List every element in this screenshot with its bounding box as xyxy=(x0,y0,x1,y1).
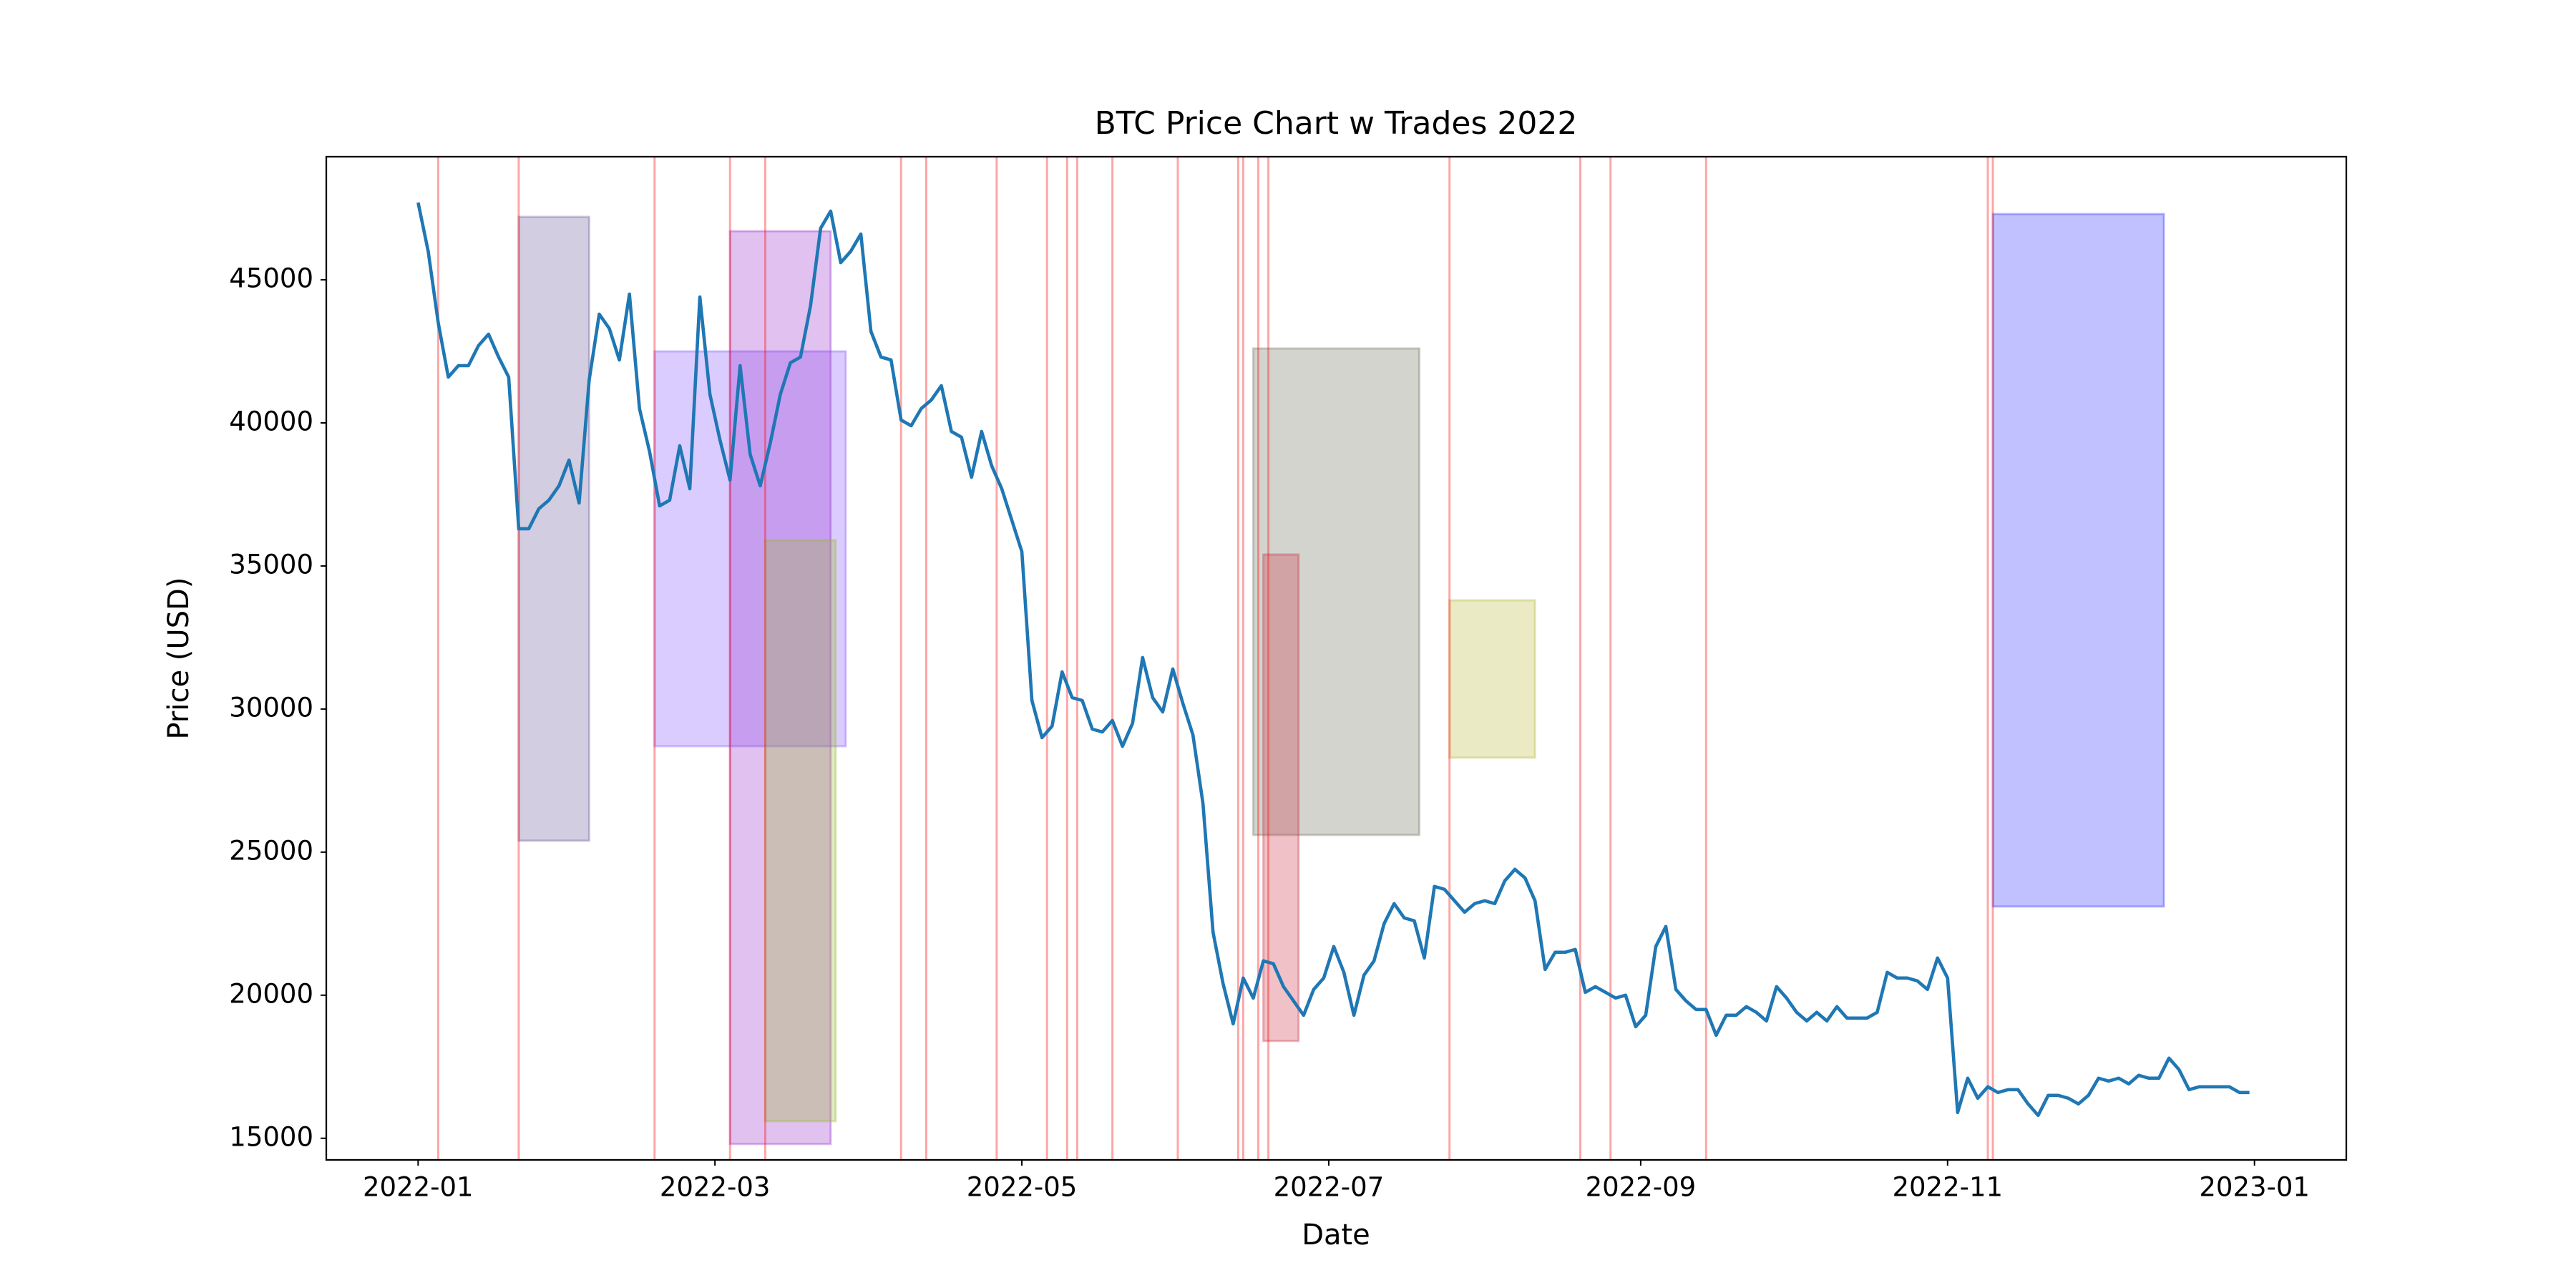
y-tick-label: 15000 xyxy=(229,1121,313,1152)
price-line xyxy=(416,202,2250,1118)
y-tick-label: 25000 xyxy=(229,835,313,866)
y-tick-label: 45000 xyxy=(229,263,313,294)
x-tick-label: 2022-11 xyxy=(1892,1172,2003,1203)
x-tick-label: 2023-01 xyxy=(2199,1172,2310,1203)
trade-box xyxy=(1262,553,1300,1043)
x-tick-label: 2022-03 xyxy=(660,1172,771,1203)
plot-frame xyxy=(325,155,2348,1161)
y-tick-label: 20000 xyxy=(229,978,313,1009)
y-axis-label: Price (USD) xyxy=(162,577,195,740)
x-tick-label: 2022-07 xyxy=(1274,1172,1385,1203)
trade-box xyxy=(1252,347,1421,836)
trade-box xyxy=(1991,213,2165,908)
trade-box xyxy=(653,350,847,748)
x-tick-label: 2022-09 xyxy=(1586,1172,1697,1203)
y-tick-label: 35000 xyxy=(229,549,313,580)
x-axis-label: Date xyxy=(1302,1219,1370,1252)
trade-box xyxy=(728,230,832,1146)
y-tick-label: 30000 xyxy=(229,692,313,723)
trade-box xyxy=(1448,599,1536,759)
y-tick-label: 40000 xyxy=(229,406,313,436)
chart-title: BTC Price Chart w Trades 2022 xyxy=(1095,105,1578,142)
x-tick-label: 2022-01 xyxy=(363,1172,474,1203)
x-tick-label: 2022-05 xyxy=(967,1172,1078,1203)
trade-box xyxy=(763,539,837,1123)
